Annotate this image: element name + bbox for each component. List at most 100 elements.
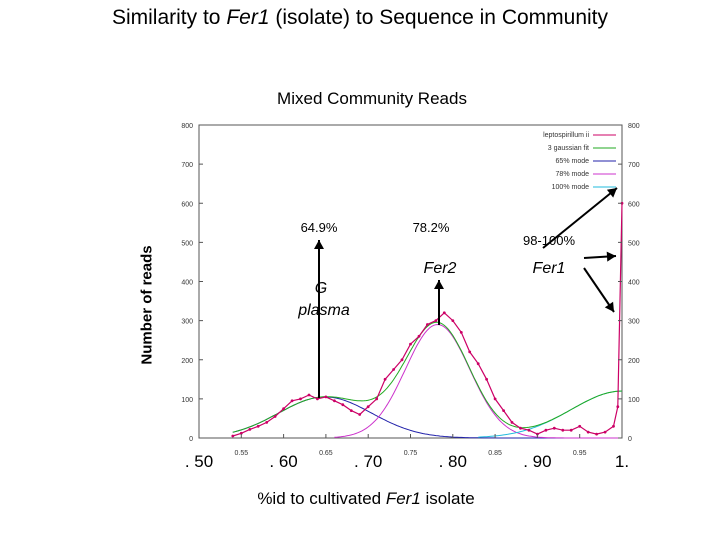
y-tick-label-right: 400 <box>628 280 640 287</box>
data-point <box>273 415 277 418</box>
data-point <box>451 319 455 322</box>
data-point <box>256 424 260 428</box>
data-point <box>459 331 463 334</box>
y-tick-label-left: 200 <box>181 358 193 365</box>
x-tick-label-small: 0.55 <box>234 450 248 457</box>
annotation-label: plasma <box>297 302 350 319</box>
annotation-pct: 78.2% <box>413 220 450 235</box>
legend-label: leptospirillum ii <box>543 132 589 139</box>
y-tick-label-left: 800 <box>181 123 193 130</box>
y-tick-label-left: 100 <box>181 397 193 404</box>
data-point <box>307 393 311 397</box>
x-tick-label-small: 0.85 <box>488 450 502 457</box>
annotation-pct: 98-100% <box>523 233 575 248</box>
y-tick-label-right: 700 <box>628 162 640 169</box>
annotation-arrowhead <box>606 188 617 198</box>
data-point <box>493 397 497 401</box>
data-point <box>239 431 243 435</box>
data-point <box>316 397 319 401</box>
x-axis-label: %id to cultivated Fer1 isolate <box>257 489 475 508</box>
annotation-arrowhead <box>314 240 324 249</box>
data-point <box>519 426 522 430</box>
data-point <box>383 377 387 381</box>
series-line <box>232 203 623 437</box>
data-point <box>333 399 336 403</box>
legend-label: 65% mode <box>556 158 590 165</box>
data-point <box>612 424 615 428</box>
x-tick-label: 1. <box>615 452 629 471</box>
data-point <box>476 362 480 366</box>
data-point <box>485 377 488 381</box>
data-point <box>400 358 404 362</box>
annotation-arrow <box>542 187 618 249</box>
x-tick-label: . 80 <box>439 452 467 471</box>
data-point <box>603 430 607 434</box>
data-point <box>375 397 379 401</box>
y-tick-label-right: 500 <box>628 240 640 247</box>
data-point <box>527 428 531 432</box>
mode-curve <box>334 323 622 439</box>
page-title: Similarity to Fer1 (isolate) to Sequence… <box>111 6 609 29</box>
annotation-arrowhead <box>434 280 444 289</box>
y-tick-label-right: 600 <box>628 201 640 208</box>
data-point <box>248 428 252 431</box>
annotation-label: Fer2 <box>424 260 457 277</box>
x-tick-label-small: 0.95 <box>573 450 587 457</box>
x-tick-label: . 60 <box>269 452 297 471</box>
y-tick-label-left: 300 <box>181 319 193 326</box>
annotation-label: Fer1 <box>533 260 566 277</box>
mode-curve <box>232 396 622 439</box>
y-tick-label-right: 0 <box>628 436 632 443</box>
data-point <box>434 319 438 322</box>
legend-label: 100% mode <box>552 184 589 191</box>
data-point <box>366 405 370 409</box>
gaussian-fit-curve <box>232 321 623 433</box>
y-tick-label-right: 300 <box>628 319 640 326</box>
data-point <box>290 399 294 403</box>
data-point <box>426 323 429 326</box>
data-point <box>510 421 514 424</box>
y-tick-label-left: 600 <box>181 201 193 208</box>
data-point <box>616 405 620 409</box>
mode-curve <box>478 390 622 438</box>
x-tick-label-small: 0.75 <box>404 450 418 457</box>
data-point <box>409 342 412 346</box>
data-point <box>561 428 565 432</box>
annotation-arrowhead <box>604 301 614 312</box>
y-tick-label-left: 500 <box>181 240 193 247</box>
annotation-label: G <box>315 280 327 297</box>
data-point <box>569 428 573 432</box>
chart-title: Mixed Community Reads <box>277 89 467 108</box>
data-point <box>595 432 598 436</box>
data-point <box>442 311 446 315</box>
data-point <box>299 397 302 401</box>
y-tick-label-left: 700 <box>181 162 193 169</box>
data-point <box>324 395 328 399</box>
data-point <box>358 413 362 416</box>
data-point <box>282 407 285 411</box>
data-point <box>552 426 556 430</box>
y-tick-label-left: 400 <box>181 280 193 287</box>
y-tick-label-right: 100 <box>628 397 640 404</box>
legend-label: 3 gaussian fit <box>548 145 589 152</box>
data-point <box>341 403 345 407</box>
data-point <box>392 368 395 371</box>
y-tick-label-left: 0 <box>189 436 193 443</box>
data-point <box>586 430 590 434</box>
x-tick-label: . 90 <box>523 452 551 471</box>
data-point <box>578 424 582 428</box>
data-point <box>265 421 269 424</box>
annotation-arrowhead <box>606 251 616 262</box>
data-point <box>417 334 421 338</box>
data-point <box>502 409 505 412</box>
y-tick-label-right: 200 <box>628 358 640 365</box>
x-tick-label: . 70 <box>354 452 382 471</box>
data-point <box>231 434 235 438</box>
y-tick-label-right: 800 <box>628 123 640 130</box>
x-tick-label: . 50 <box>185 452 213 471</box>
data-point <box>349 409 353 412</box>
annotation-pct: 64.9% <box>301 220 338 235</box>
data-point <box>544 428 548 432</box>
x-tick-label-small: 0.65 <box>319 450 333 457</box>
